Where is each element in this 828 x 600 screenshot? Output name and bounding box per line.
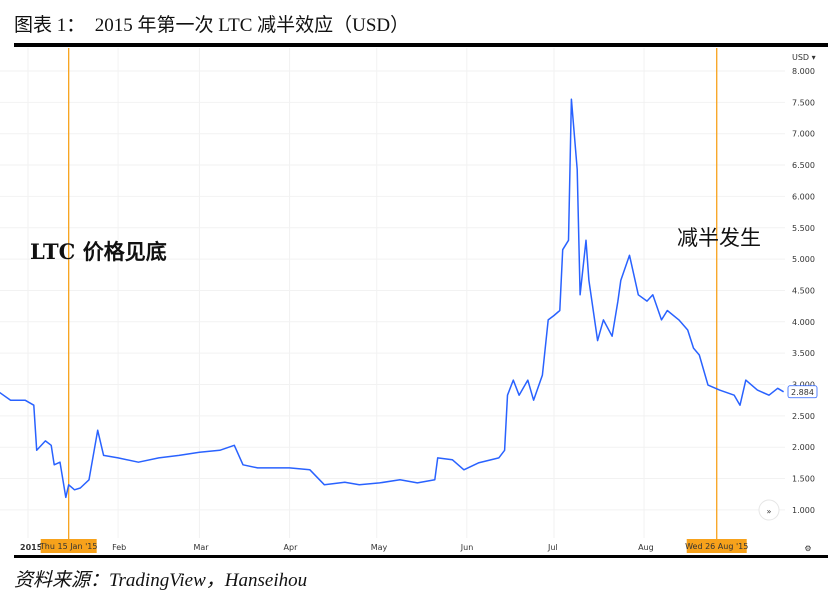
price-line [0,98,784,499]
annotation-bottom: LTC 价格见底 [30,239,167,264]
x-tick-label: Mar [193,543,209,552]
x-tick-label: Feb [112,543,126,552]
figure-title: 图表 1： 2015 年第一次 LTC 减半效应（USD） [14,15,410,36]
marker-date-box [40,539,97,553]
y-tick-label: 5.500 [792,224,815,233]
marker-date-label: Thu 15 Jan '15 [39,542,98,551]
last-price-label: 2.884 [791,388,814,397]
y-tick-label: 8.000 [792,67,815,76]
gear-icon[interactable]: ⚙ [804,544,811,553]
y-tick-label: 4.000 [792,318,815,327]
source-caption: 资料来源：TradingView，Hanseihou [14,570,308,591]
y-tick-label: 6.000 [792,192,815,201]
x-tick-label: Apr [284,543,299,552]
x-tick-label: Jul [547,543,558,552]
double-chevron-right-icon[interactable]: » [767,507,772,516]
last-price-box [787,385,818,399]
scroll-to-latest-button[interactable] [758,499,780,521]
top-rule [14,43,828,47]
x-tick-label: 2015 [20,543,43,552]
y-tick-label: 1.000 [792,506,815,515]
x-tick-label: Aug [638,543,654,552]
marker-date-box [686,539,747,553]
y-tick-label: 7.000 [792,130,815,139]
y-tick-label: 6.500 [792,161,815,170]
bottom-rule [14,555,828,558]
y-tick-label: 4.500 [792,286,815,295]
y-tick-label: 2.000 [792,443,815,452]
y-tick-label: 3.500 [792,349,815,358]
y-tick-label: 7.500 [792,98,815,107]
y-tick-label: 5.000 [792,255,815,264]
currency-selector[interactable]: USD ▾ [792,53,816,62]
annotation-halving: 减半发生 [677,226,761,250]
x-tick-label: Jun [460,543,474,552]
y-tick-label: 3.000 [792,381,815,390]
y-tick-label: 1.500 [792,475,815,484]
y-tick-label: 2.500 [792,412,815,421]
x-tick-label: May [371,543,388,552]
marker-date-label: Wed 26 Aug '15 [685,542,748,551]
